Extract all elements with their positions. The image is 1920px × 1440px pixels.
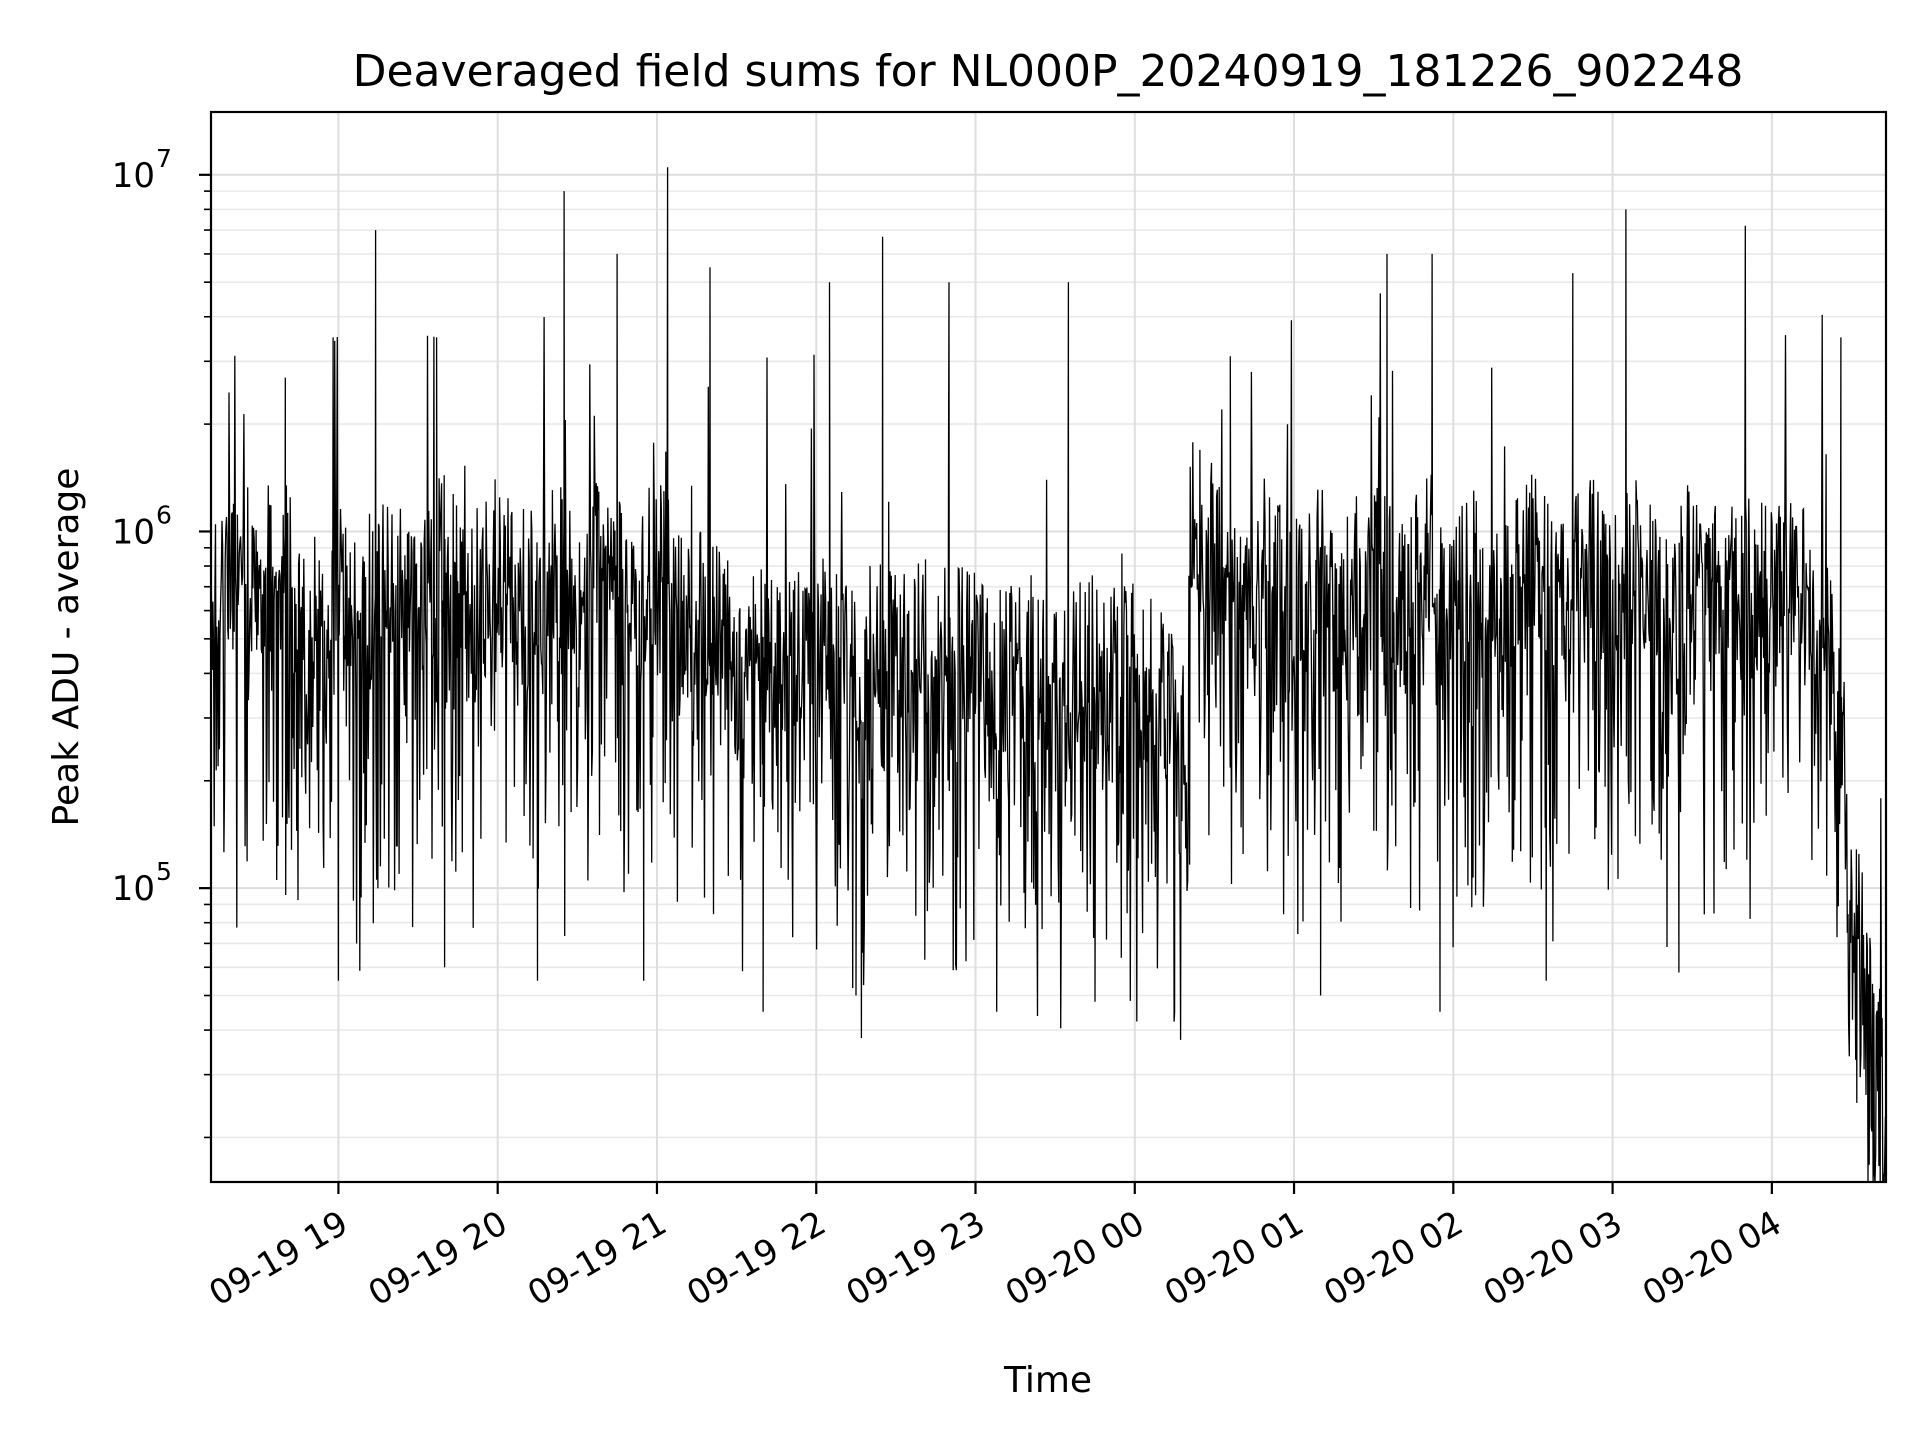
y-tick-label-exponent: 7 — [156, 144, 172, 173]
series-line — [210, 167, 1887, 1183]
y-tick-label-exponent: 6 — [156, 500, 172, 529]
y-tick-label: 10 — [112, 512, 155, 552]
y-tick-label-exponent: 5 — [156, 857, 172, 886]
y-axis-label: Peak ADU - average — [46, 468, 87, 827]
x-axis-label: Time — [1003, 1360, 1092, 1401]
y-tick-label: 10 — [112, 869, 155, 909]
axes-frame — [209, 110, 1888, 1184]
plot-area — [210, 167, 1887, 1183]
y-tick-label: 10 — [112, 156, 155, 196]
chart-title: Deaveraged field sums for NL000P_2024091… — [353, 46, 1744, 97]
